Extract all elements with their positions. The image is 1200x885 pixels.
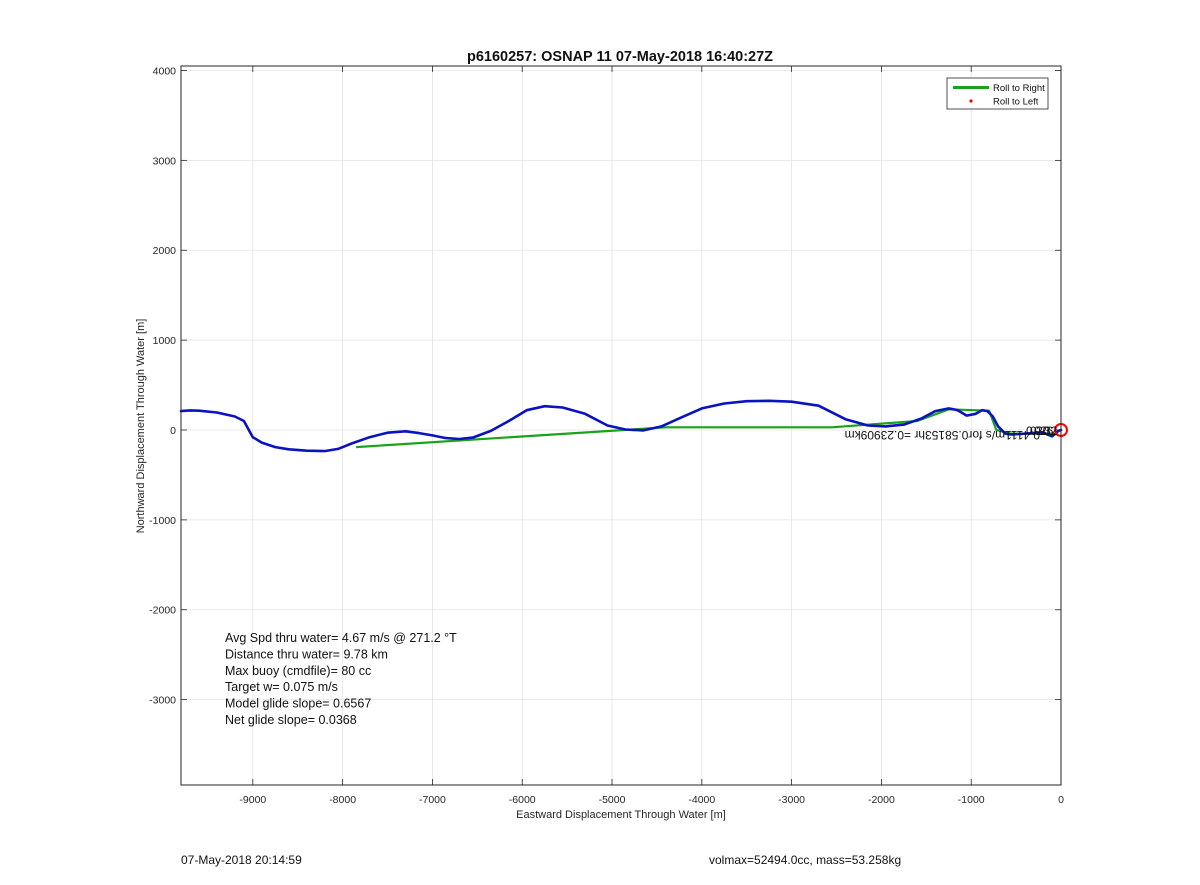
overlap-annotations: 0.200.260.32 [1026, 424, 1058, 438]
x-tick-label: -2000 [868, 794, 895, 806]
x-tick-label: -9000 [239, 794, 266, 806]
legend-box [946, 77, 1049, 110]
y-tick-label: 0 [170, 425, 176, 437]
stat-line: Target w= 0.075 m/s [225, 680, 338, 694]
segment-annotation: 0.4111m/s for0.58153hr =0.23909km [845, 428, 1040, 442]
y-tick-label: 3000 [153, 155, 177, 167]
footer-timestamp: 07-May-2018 20:14:59 [181, 853, 302, 867]
axes-box [180, 65, 1062, 786]
y-tick-label: -3000 [149, 695, 176, 707]
x-tick-label: -6000 [509, 794, 536, 806]
x-axis-label: Eastward Displacement Through Water [m] [516, 809, 726, 821]
y-tick-label: 4000 [153, 65, 177, 77]
ticks: -9000 -8000 -7000 -6000 -5000 -4000 -3000 -2000… [149, 65, 1064, 806]
overlap-label: 0.20 [1026, 424, 1050, 438]
stat-line: Avg Spd thru water= 4.67 m/s @ 271.2 °T [225, 631, 457, 645]
x-tick-label: -8000 [329, 794, 356, 806]
y-tick-label: -2000 [149, 605, 176, 617]
legend-label-roll-right: Roll to Right [993, 83, 1045, 94]
overlap-label: 0.32 [1034, 424, 1058, 438]
x-tick-label: -4000 [688, 794, 715, 806]
y-tick-label: 2000 [153, 245, 177, 257]
stats-annotation: Avg Spd thru water= 4.67 m/s @ 271.2 °T D… [225, 631, 457, 727]
legend-dot-roll-left [969, 99, 973, 103]
y-tick-label: 1000 [153, 335, 177, 347]
series-track-line [179, 399, 1063, 453]
x-tick-label: -7000 [419, 794, 446, 806]
footer-volmax-mass: volmax=52494.0cc, mass=53.258kg [709, 853, 901, 867]
x-tick-label: 0 [1058, 794, 1064, 806]
y-axis-label: Northward Displacement Through Water [m] [135, 319, 147, 534]
y-tick-label: -1000 [149, 515, 176, 527]
stat-line: Distance thru water= 9.78 km [225, 647, 388, 661]
x-tick-label: -1000 [958, 794, 985, 806]
x-tick-label: -3000 [778, 794, 805, 806]
plot-area [181, 66, 1061, 785]
chart-title: p6160257: OSNAP 11 07-May-2018 16:40:27Z [467, 49, 773, 65]
overlap-label: 0.26 [1030, 424, 1054, 438]
stat-line: Model glide slope= 0.6567 [225, 697, 371, 711]
legend-label-roll-left: Roll to Left [993, 97, 1039, 108]
x-tick-label: -5000 [599, 794, 626, 806]
legend: Roll to Right Roll to Left [946, 77, 1049, 110]
stat-line: Net glide slope= 0.0368 [225, 713, 357, 727]
stat-line: Max buoy (cmdfile)= 80 cc [225, 664, 371, 678]
